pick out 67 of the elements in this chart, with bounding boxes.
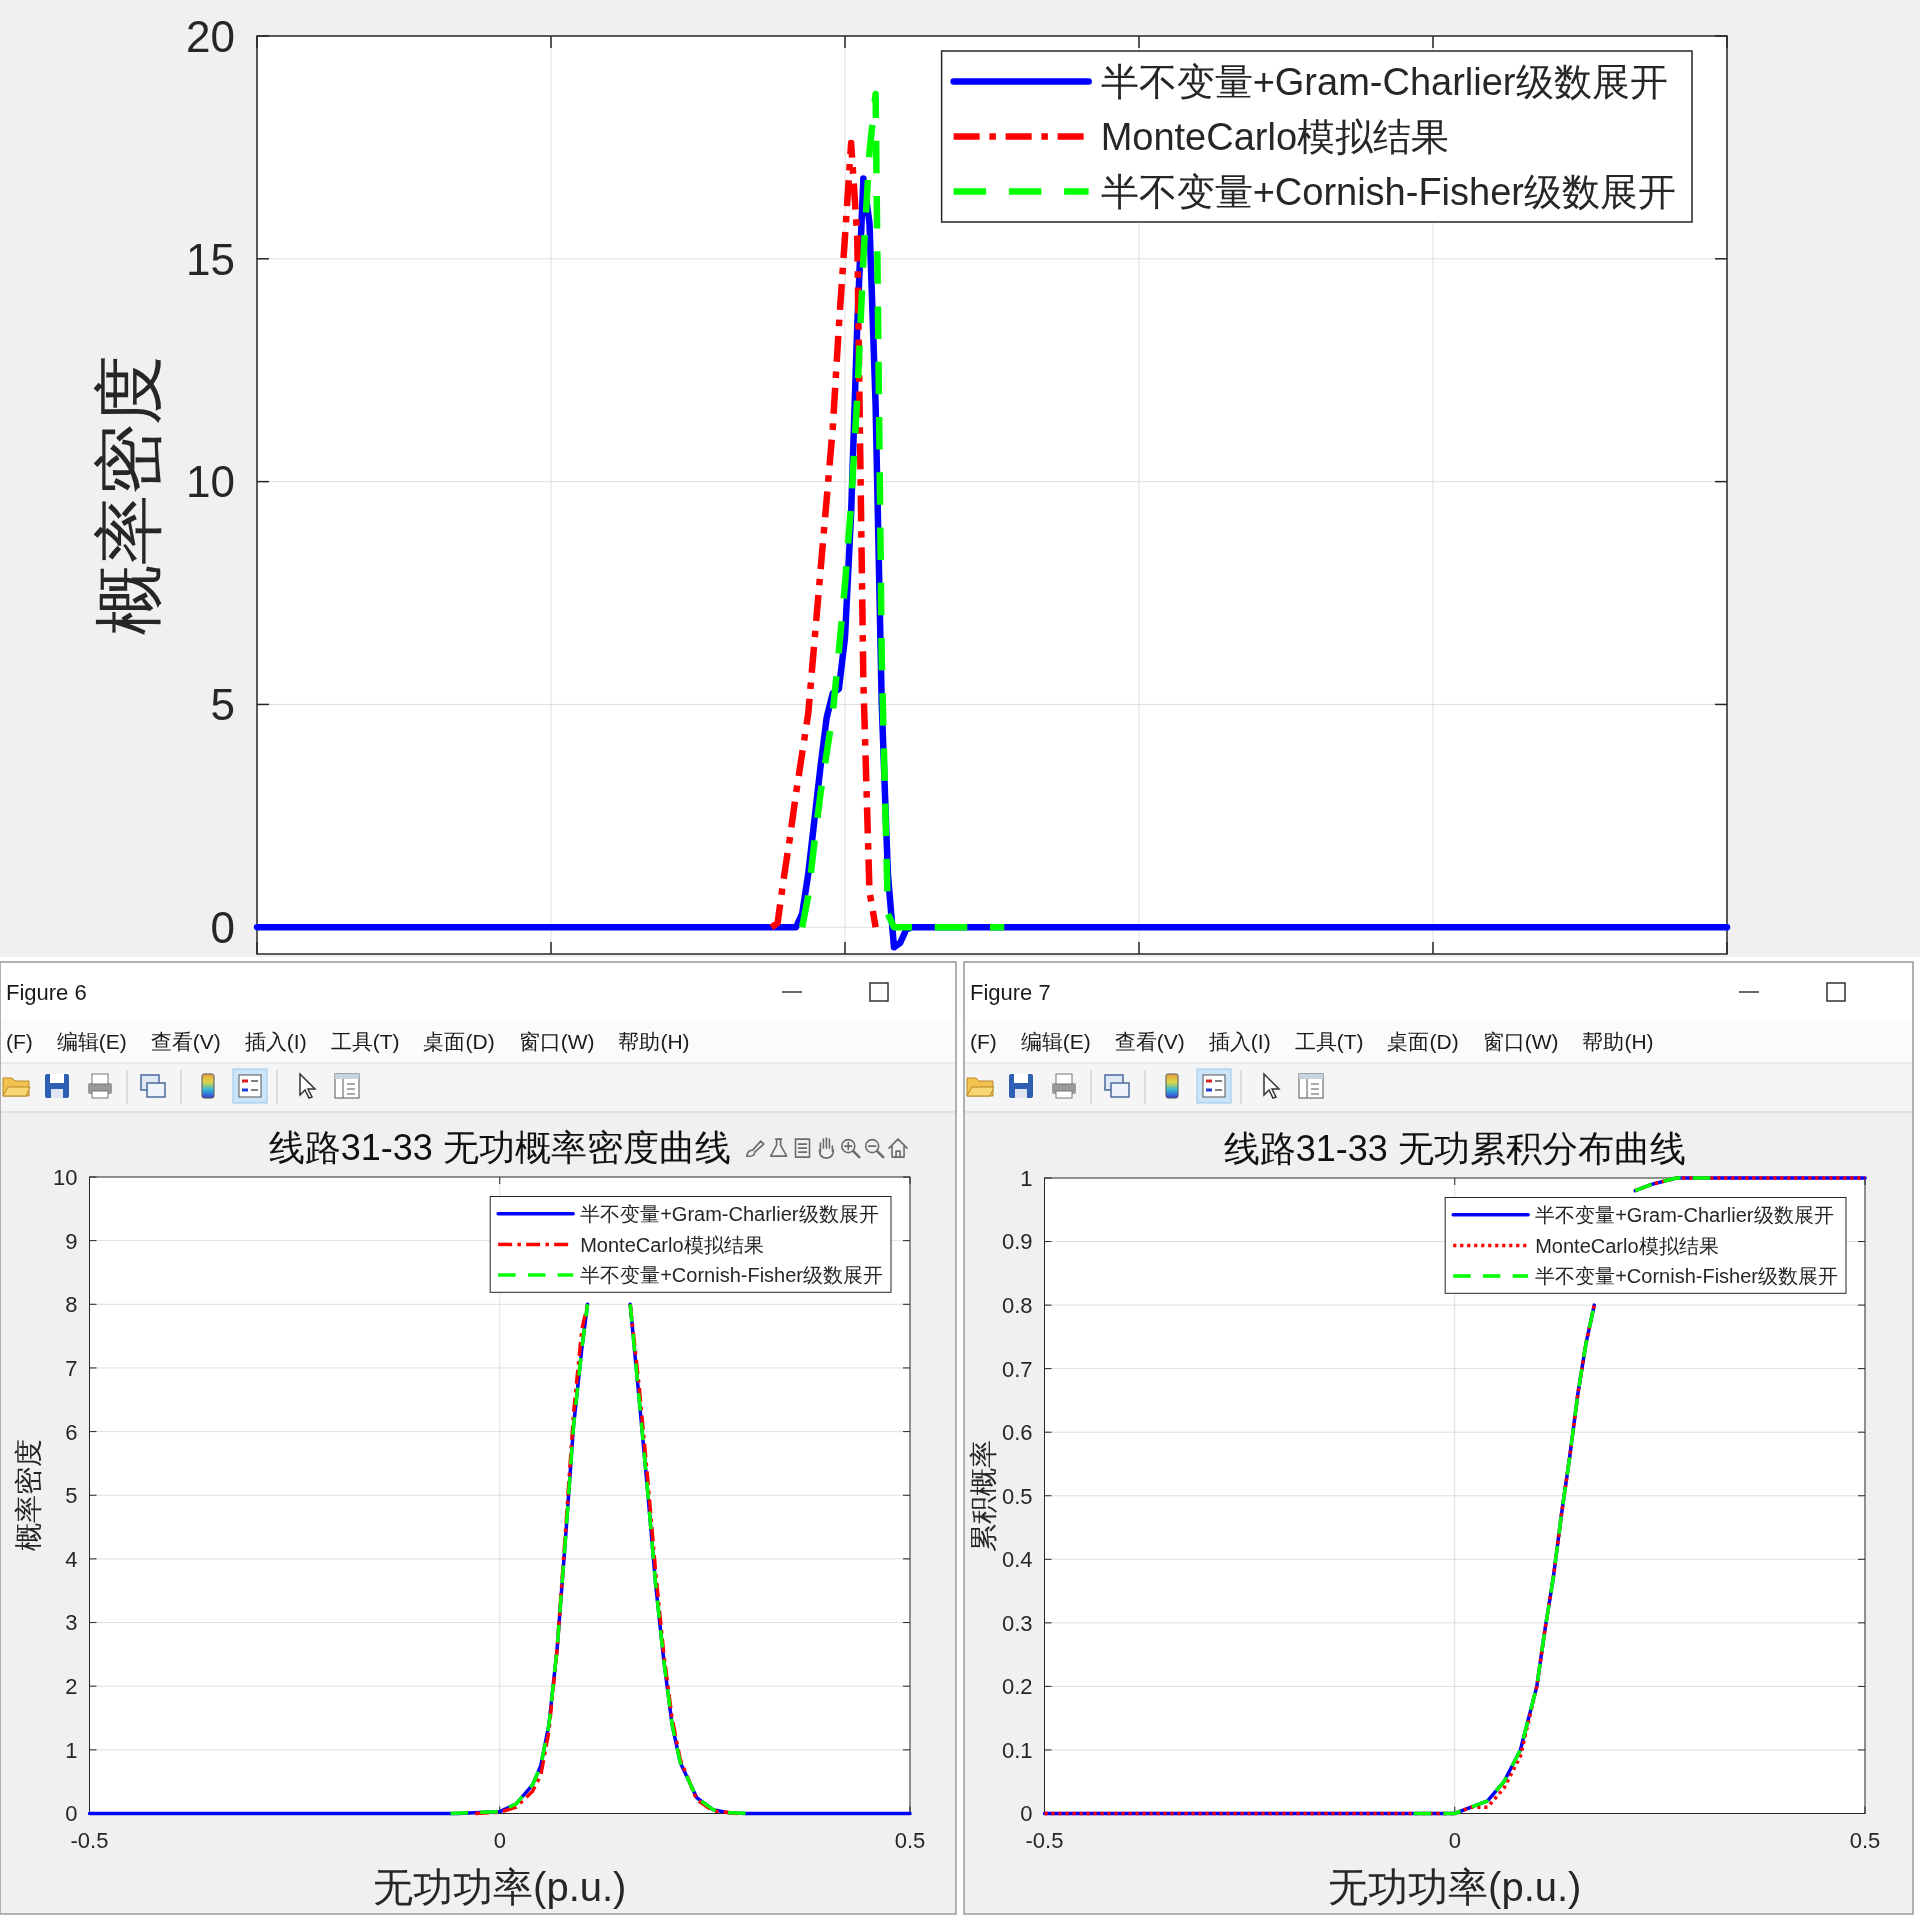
y-tick-label: 0.9 [1001,1229,1033,1255]
y-tick-label: 0 [1020,1801,1033,1827]
x-tick-label: 0.5 [1849,1827,1881,1853]
caption: Figure 6 [6,980,87,1005]
x-axis-title: 无功功率(p.u.) [373,1864,627,1909]
legend-label: 半不变量+Cornish-Fisher级数展开 [1535,1265,1838,1288]
y-tick-label: 5 [65,1483,78,1509]
caption: Figure 7 [970,980,1051,1005]
y-tick-label: 0.4 [1001,1547,1033,1573]
legend-label: 半不变量+Gram-Charlier级数展开 [1100,61,1668,104]
x-tick-label: -0.5 [70,1827,109,1853]
text: 插入(I) [1208,1030,1271,1053]
y-axis-title: 累积概率 [967,1439,999,1552]
text: 查看(V) [150,1030,221,1053]
legend-label: 半不变量+Gram-Charlier级数展开 [580,1203,879,1225]
y-tick-label: 1 [1020,1165,1033,1191]
y-axis-title: 概率密度 [91,355,169,635]
y-tick-label: 6 [65,1419,78,1445]
chart-title: 线路31-33 无功累积分布曲线 [1223,1128,1686,1169]
x-tick-label: 0 [493,1827,506,1853]
text: 工具(T) [1294,1030,1364,1053]
text: 帮助(H) [618,1030,690,1053]
text: (F) [970,1030,997,1053]
text: 工具(T) [330,1030,400,1053]
y-tick-label: 0.7 [1001,1356,1033,1382]
y-tick-label: 10 [53,1164,78,1190]
text: 桌面(D) [423,1030,495,1053]
y-tick-label: 0 [210,903,235,953]
y-tick-label: 20 [186,11,235,61]
y-tick-label: 0.2 [1001,1674,1033,1700]
y-tick-label: 0 [65,1801,78,1827]
text: 编辑(E) [1020,1030,1091,1053]
y-tick-label: 3 [65,1610,78,1636]
text: 编辑(E) [56,1030,127,1053]
x-tick-label: 0 [1448,1827,1461,1853]
x-tick-label: -0.5 [1025,1827,1064,1853]
text: 帮助(H) [1582,1030,1654,1053]
y-tick-label: 5 [210,680,235,730]
chart-title: 线路31-33 无功概率密度曲线 [268,1127,731,1168]
text: 窗口(W) [518,1030,595,1053]
x-axis-title: 无功功率(p.u.) [1328,1864,1582,1909]
text: 插入(I) [244,1030,307,1053]
y-tick-label: 4 [65,1546,78,1572]
y-tick-label: 1 [65,1737,78,1763]
legend-label: 半不变量+Cornish-Fisher级数展开 [1100,171,1676,214]
legend-label: 半不变量+Gram-Charlier级数展开 [1535,1204,1834,1226]
y-tick-label: 15 [186,234,235,284]
y-tick-label: 0.3 [1001,1610,1033,1636]
legend-label: MonteCarlo模拟结果 [1100,116,1450,159]
y-tick-label: 8 [65,1292,78,1318]
legend-label: 半不变量+Cornish-Fisher级数展开 [580,1264,883,1287]
text: (F) [6,1030,33,1053]
legend-label: MonteCarlo模拟结果 [580,1233,764,1256]
y-tick-label: 2 [65,1674,78,1700]
x-tick-label: 0.5 [894,1827,926,1853]
legend-label: MonteCarlo模拟结果 [1535,1234,1719,1257]
y-tick-label: 10 [186,457,235,507]
y-tick-label: 0.1 [1001,1737,1033,1763]
y-tick-label: 0.5 [1001,1483,1033,1509]
text: 查看(V) [1114,1030,1185,1053]
y-tick-label: 7 [65,1355,78,1381]
y-axis-title: 概率密度 [12,1439,44,1552]
y-tick-label: 0.8 [1001,1293,1033,1319]
y-tick-label: 9 [65,1228,78,1254]
text: 窗口(W) [1482,1030,1559,1053]
y-tick-label: 0.6 [1001,1420,1033,1446]
text: 桌面(D) [1387,1030,1459,1053]
